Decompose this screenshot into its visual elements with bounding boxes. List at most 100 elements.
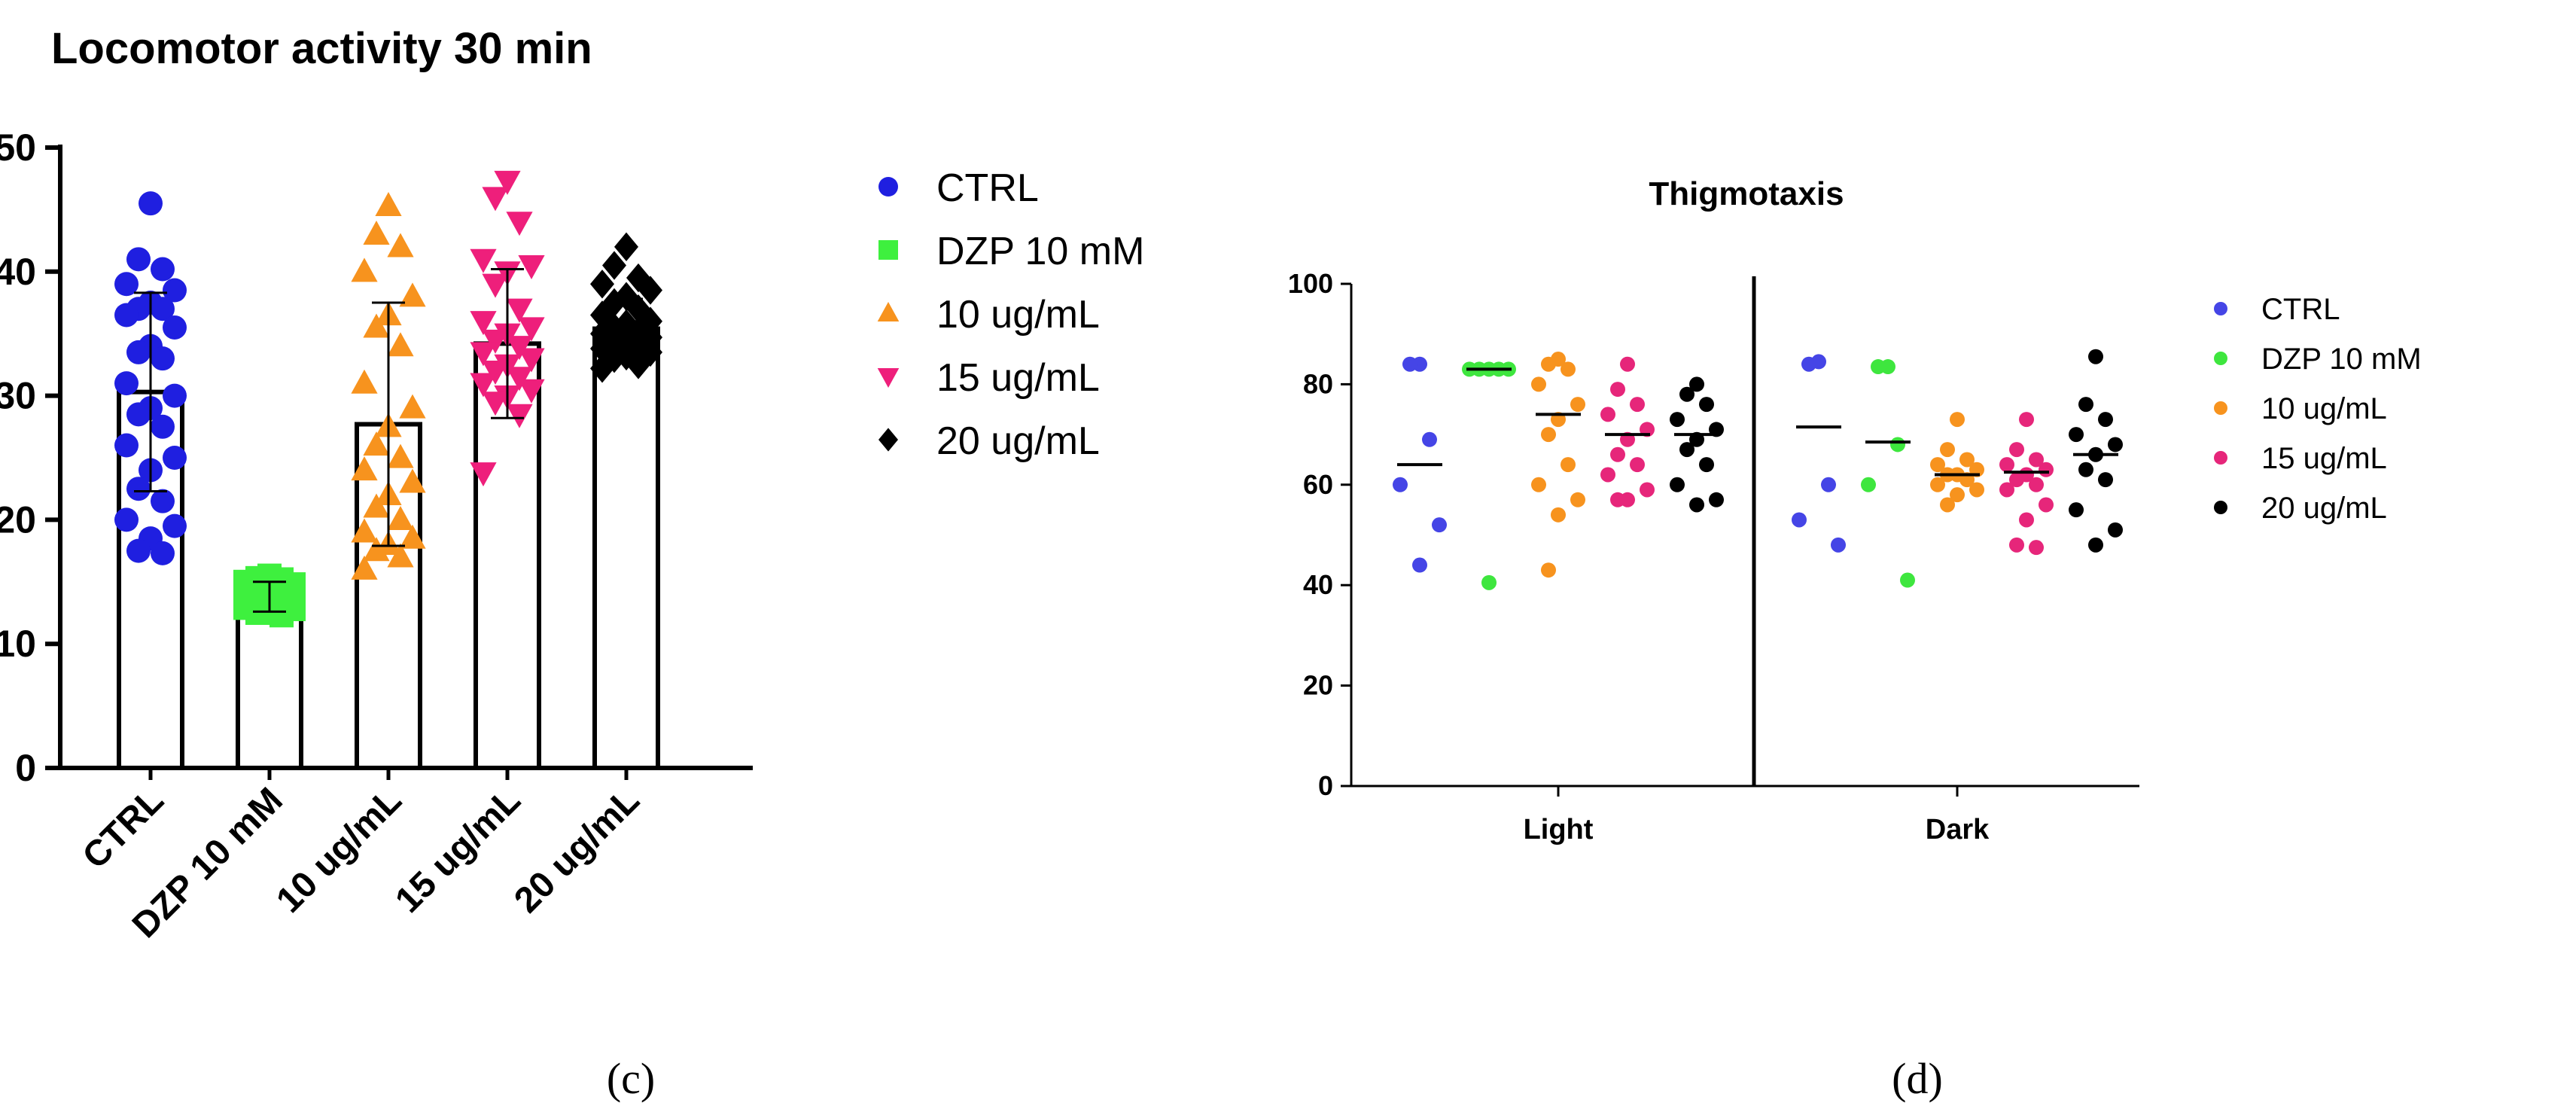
point-3-3 <box>470 248 497 273</box>
point-2-12 <box>387 443 414 468</box>
panel-label-c: (c) <box>607 1054 655 1103</box>
d-point-dark-4-0 <box>2088 349 2103 364</box>
legend-label-d-1: DZP 10 mM <box>2261 343 2422 376</box>
d-point-dark-2-9 <box>1969 482 1984 498</box>
d-point-dark-0-2 <box>1821 477 1836 492</box>
d-point-dark-0-4 <box>1831 537 1846 553</box>
d-group-dark-3 <box>1999 412 2054 556</box>
point-4-23 <box>590 354 614 383</box>
d-point-light-2-9 <box>1570 492 1585 507</box>
point-0-3 <box>114 272 139 297</box>
legend-label-c-2: 10 ug/mL <box>936 293 1100 337</box>
x-tick-label-2: 10 ug/mL <box>269 780 409 920</box>
legend-marker-d-2 <box>2214 401 2227 415</box>
point-3-6 <box>482 273 509 298</box>
d-point-dark-2-8 <box>1930 477 1945 492</box>
d-point-light-1-5 <box>1481 574 1497 590</box>
legend-label-c-1: DZP 10 mM <box>936 230 1144 273</box>
point-2-17 <box>387 506 414 530</box>
d-point-light-4-9 <box>1709 492 1724 507</box>
d-point-light-3-8 <box>1600 467 1615 483</box>
thigmotaxis-legend: CTRL DZP 10 mM 10 ug/mL 15 ug/mL 20 ug/mL <box>2214 293 2422 525</box>
point-2-13 <box>351 456 378 481</box>
d-group-dark-0 <box>1792 354 1846 553</box>
d-point-dark-3-0 <box>2019 412 2034 428</box>
point-3-2 <box>506 212 533 236</box>
d-point-light-2-1 <box>1541 356 1556 372</box>
d-y-tick-label-0: 0 <box>1318 770 1333 801</box>
point-2-14 <box>399 468 426 493</box>
point-2-0 <box>375 192 402 217</box>
point-0-16 <box>126 402 151 427</box>
d-point-light-2-8 <box>1531 477 1546 492</box>
point-2-21 <box>363 537 390 562</box>
d-point-light-3-11 <box>1610 492 1625 507</box>
point-2-1 <box>363 220 390 245</box>
d-y-tick-label-1: 20 <box>1303 670 1333 701</box>
d-x-tick-label-1: Dark <box>1926 814 1990 845</box>
d-point-dark-1-4 <box>1900 572 1915 588</box>
legend-marker-c-3 <box>877 367 900 388</box>
point-2-22 <box>387 543 414 568</box>
point-0-11 <box>126 340 151 364</box>
d-point-dark-3-10 <box>2019 512 2034 528</box>
point-3-23 <box>470 462 497 487</box>
d-point-dark-4-7 <box>2098 472 2113 488</box>
d-point-dark-4-1 <box>2078 397 2093 413</box>
legend-label-c-0: CTRL <box>936 166 1039 210</box>
legend-marker-d-1 <box>2214 352 2227 365</box>
d-point-light-3-3 <box>1600 407 1615 422</box>
d-point-dark-4-10 <box>2088 537 2103 553</box>
y-tick-label-0: 0 <box>15 747 36 789</box>
point-3-18 <box>470 373 497 398</box>
d-point-light-2-4 <box>1570 397 1585 413</box>
point-2-19 <box>399 524 426 549</box>
legend-marker-d-3 <box>2214 451 2227 465</box>
d-point-light-0-5 <box>1412 557 1427 573</box>
d-point-dark-3-12 <box>2029 540 2044 556</box>
x-tick-label-3: 15 ug/mL <box>388 780 528 920</box>
point-0-27 <box>151 541 175 565</box>
d-point-light-2-11 <box>1541 562 1556 578</box>
point-3-16 <box>482 361 509 385</box>
d-point-light-0-1 <box>1402 356 1417 372</box>
point-2-3 <box>351 257 378 282</box>
d-point-light-3-1 <box>1610 382 1625 398</box>
point-2-11 <box>363 431 390 456</box>
d-point-light-0-2 <box>1422 431 1437 447</box>
d-point-dark-3-6 <box>2009 472 2024 488</box>
d-point-light-4-2 <box>1699 397 1714 413</box>
point-2-18 <box>351 518 378 543</box>
point-0-14 <box>163 383 187 408</box>
d-point-light-4-3 <box>1670 412 1685 428</box>
point-3-1 <box>482 187 509 212</box>
point-4-3 <box>590 270 614 299</box>
legend-marker-d-0 <box>2214 302 2227 315</box>
d-y-tick-label-4: 80 <box>1303 368 1333 399</box>
bar-group-1 <box>233 563 306 770</box>
point-3-8 <box>470 311 497 336</box>
bar-4 <box>592 326 660 771</box>
y-tick-label-4: 40 <box>0 251 36 293</box>
bar-group-0 <box>114 191 187 770</box>
d-group-light-1 <box>1462 361 1516 590</box>
point-3-22 <box>506 404 533 428</box>
d-point-dark-4-2 <box>2098 412 2113 428</box>
d-point-light-2-10 <box>1551 507 1566 523</box>
legend-marker-d-4 <box>2214 501 2227 514</box>
point-4-1 <box>602 251 626 280</box>
point-2-23 <box>351 555 378 580</box>
d-point-light-2-6 <box>1541 427 1556 443</box>
d-point-light-3-7 <box>1630 457 1645 473</box>
d-point-light-3-9 <box>1640 482 1655 498</box>
legend-marker-c-1 <box>878 240 898 260</box>
point-3-0 <box>494 170 521 195</box>
point-0-12 <box>151 346 175 371</box>
point-4-4 <box>638 276 662 305</box>
point-0-8 <box>114 303 139 328</box>
point-0-23 <box>114 507 139 532</box>
y-tick-label-2: 20 <box>0 498 36 541</box>
d-point-light-4-0 <box>1689 376 1704 392</box>
panel-label-d: (d) <box>1892 1054 1943 1103</box>
